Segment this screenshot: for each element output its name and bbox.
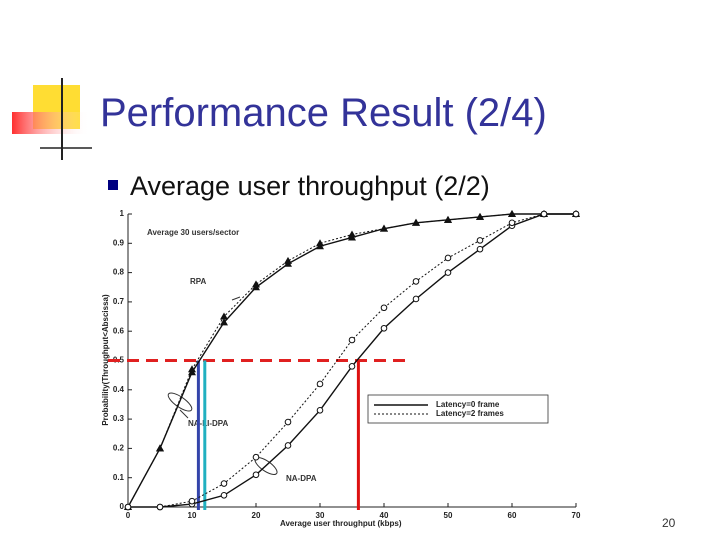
series-line [128,213,576,508]
annotation: NA-LI-DPA [188,419,229,428]
deco-bar [12,112,90,134]
point-marker [316,407,324,414]
y-tick-label: 0.8 [113,268,125,277]
point-marker [348,363,356,370]
point-marker [156,503,164,511]
y-tick-label: 0.9 [113,238,125,247]
point-marker [188,497,196,505]
x-tick-label: 60 [508,511,517,520]
y-tick-label: 0.3 [113,414,125,423]
bullet-text: Average user throughput (2/2) [130,171,490,201]
point-marker [476,245,484,253]
legend-label: Latency=0 frame [436,400,500,409]
annotation: NA-DPA [286,474,317,483]
y-tick-label: 0.4 [113,385,125,394]
point-marker [380,224,388,232]
point-marker [380,304,388,312]
y-tick-label: 0 [120,502,125,511]
point-marker [412,295,420,303]
page-number: 20 [662,516,676,530]
point-marker [508,219,516,227]
point-marker [220,491,228,499]
point-marker [476,237,484,244]
point-marker [252,453,260,461]
x-tick-label: 20 [252,511,261,520]
point-marker [316,239,324,247]
point-marker [540,210,548,218]
point-marker [124,503,132,511]
point-marker [220,318,228,326]
point-marker [412,218,420,226]
x-tick-label: 30 [316,511,325,520]
point-marker [220,480,228,487]
point-marker [252,471,260,479]
point-marker [444,215,452,223]
x-tick-label: 50 [444,511,453,520]
point-marker [188,365,196,373]
point-marker [444,269,452,276]
point-marker [476,212,484,220]
point-marker [220,312,228,320]
x-axis-label: Average user throughput (kbps) [280,519,402,528]
y-tick-label: 0.7 [113,297,125,306]
y-tick-label: 0.2 [113,444,125,453]
point-marker [348,336,356,344]
annotation: Average 30 users/sector [147,228,239,237]
x-tick-label: 70 [572,511,581,520]
point-marker [252,280,260,288]
slide-title: Performance Result (2/4) [100,91,547,135]
point-marker [572,210,580,218]
x-tick-label: 40 [380,511,389,520]
y-tick-label: 0.6 [113,326,125,335]
y-tick-label: 1 [120,209,125,218]
point-marker [444,254,452,262]
point-marker [412,278,420,285]
point-marker [284,442,292,449]
annotation: RPA [190,277,207,286]
point-marker [348,230,356,238]
annotation-pointer [231,296,241,301]
point-marker [156,444,164,452]
point-marker [380,324,388,332]
legend-label: Latency=2 frames [436,409,504,418]
point-marker [284,418,292,426]
legend-box [367,394,549,424]
annotation-pointer [179,409,189,419]
y-axis-label: Probability(Throughput<Abscissa) [101,294,110,426]
point-marker [316,380,324,388]
y-tick-label: 0.1 [113,473,125,482]
x-tick-label: 10 [188,511,197,520]
point-marker [508,210,516,217]
x-tick-label: 0 [126,511,131,520]
bullet-marker [108,180,118,190]
point-marker [284,256,292,264]
